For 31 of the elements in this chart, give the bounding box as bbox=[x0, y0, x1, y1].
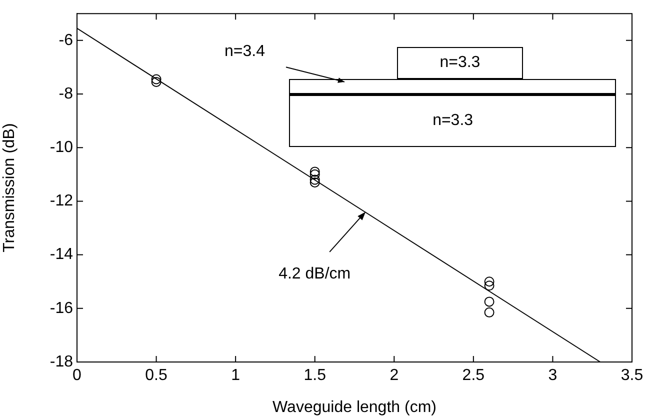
point bbox=[310, 166, 320, 177]
x-axis-title: Waveguide length (cm) bbox=[272, 398, 436, 416]
x-tick-label: 0 bbox=[72, 367, 82, 384]
x-tick-label: 3.5 bbox=[620, 367, 644, 384]
annotation: n=3.3 bbox=[289, 94, 616, 148]
y-tick-label: -14 bbox=[50, 246, 74, 264]
x-tick-label: 2.5 bbox=[462, 367, 485, 384]
point bbox=[310, 177, 320, 188]
point bbox=[484, 307, 494, 318]
x-tick-label: 0.5 bbox=[145, 367, 168, 384]
point bbox=[484, 276, 494, 287]
point bbox=[310, 169, 320, 180]
annotation: n=3.4 bbox=[224, 43, 265, 62]
y-tick-label: -16 bbox=[50, 300, 74, 317]
y-tick-label: -18 bbox=[50, 353, 74, 370]
y-tick-label: -8 bbox=[58, 85, 74, 102]
x-tick-label: 2 bbox=[390, 367, 399, 384]
x-tick-label: 1.5 bbox=[304, 367, 326, 384]
annotation: 4.2 dB/cm bbox=[278, 265, 351, 282]
y-tick-label: -6 bbox=[58, 32, 74, 49]
point bbox=[151, 74, 162, 84]
x-tick-label: 3 bbox=[548, 367, 558, 384]
x-tick-label: 1 bbox=[231, 367, 240, 384]
point bbox=[484, 280, 494, 291]
point bbox=[310, 174, 320, 185]
annotation: n=3.3 bbox=[397, 47, 523, 80]
point bbox=[151, 76, 162, 87]
y-tick-label: -10 bbox=[50, 139, 74, 156]
point bbox=[484, 296, 494, 307]
y-tick-label: -12 bbox=[50, 192, 74, 210]
y-axis-title: Transmission (dB) bbox=[1, 123, 18, 252]
